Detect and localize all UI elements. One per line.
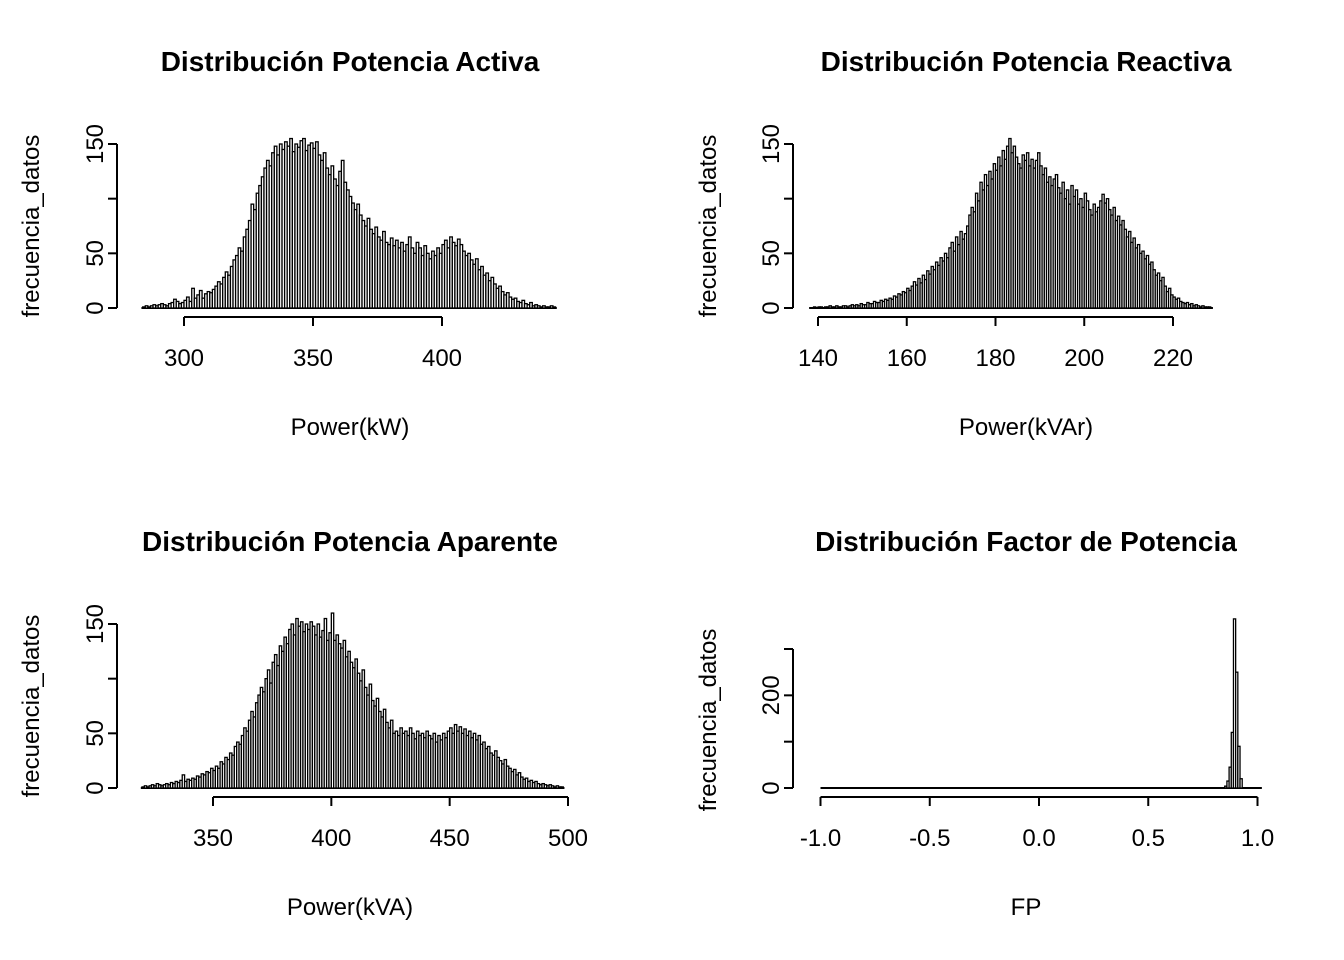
x-tick-label: 0.5 (1132, 825, 1165, 852)
y-tick-label: 0 (82, 301, 109, 314)
x-axis-label: FP (1010, 894, 1042, 921)
x-tick-label: 160 (887, 345, 927, 372)
y-tick-label: 0 (758, 781, 785, 794)
y-tick-label: 50 (82, 240, 109, 267)
histogram-plot-reactiva: 0 50 150 140 160 180 200 220 (758, 124, 1213, 372)
histogram-bar (1207, 306, 1212, 309)
x-tick-label: 500 (548, 825, 588, 852)
y-axis-label: frecuencia_datos (18, 614, 45, 798)
chart-title: Distribución Potencia Reactiva (820, 46, 1232, 77)
histogram-plot-aparente: 0 50 150 350 400 450 500 (82, 604, 588, 852)
histogram-bar (552, 306, 557, 309)
histogram-bar (1237, 745, 1241, 789)
y-axis-label: frecuencia_datos (18, 134, 45, 318)
histogram-bar (819, 306, 824, 309)
y-tick-label: 150 (758, 124, 785, 164)
panel-factor-de-potencia: 0 200 -1.0 -0.5 0.0 0.5 1.0 Distribución Facto… (672, 480, 1344, 960)
histogram-bar (560, 786, 564, 789)
x-tick-label: 140 (798, 345, 838, 372)
x-tick-label: 220 (1153, 345, 1193, 372)
chart-title: Distribución Potencia Activa (160, 46, 540, 77)
x-tick-label: 400 (311, 825, 351, 852)
x-tick-label: 180 (975, 345, 1015, 372)
x-axis-label: Power(kVAr) (958, 414, 1094, 441)
histogram-bar (1239, 778, 1243, 789)
x-tick-label: 450 (430, 825, 470, 852)
x-axis-label: Power(kW) (290, 414, 410, 441)
y-tick-label: 200 (758, 675, 785, 715)
y-tick-label: 50 (758, 240, 785, 267)
histogram-bar (1235, 671, 1239, 789)
y-axis-label: frecuencia_datos (695, 628, 722, 812)
histogram-plot-activa: 0 50 150 300 350 400 (82, 124, 557, 372)
y-tick-label: 0 (758, 301, 785, 314)
x-axis-label: Power(kVA) (286, 894, 414, 921)
y-tick-label: 150 (82, 124, 109, 164)
x-tick-label: -0.5 (909, 825, 950, 852)
x-tick-label: 200 (1064, 345, 1104, 372)
histogram-bar (812, 306, 817, 309)
y-tick-label: 50 (82, 720, 109, 747)
x-tick-label: -1.0 (800, 825, 841, 852)
x-tick-label: 0.0 (1022, 825, 1055, 852)
panel-potencia-aparente: 0 50 150 350 400 450 500 Distribución Potencia… (0, 480, 672, 960)
chart-title: Distribución Potencia Aparente (142, 526, 558, 557)
x-tick-label: 350 (193, 825, 233, 852)
x-tick-label: 350 (293, 345, 333, 372)
y-tick-label: 0 (82, 781, 109, 794)
x-tick-label: 400 (422, 345, 462, 372)
y-axis-label: frecuencia_datos (695, 134, 722, 318)
panel-potencia-reactiva: 0 50 150 140 160 180 200 220 Distribución Poten… (672, 0, 1344, 480)
y-tick-label: 150 (82, 604, 109, 644)
panel-potencia-activa: 0 50 150 300 350 400 Distribución Potencia Ac… (0, 0, 672, 480)
x-tick-label: 1.0 (1241, 825, 1274, 852)
histogram-plot-fp: 0 200 -1.0 -0.5 0.0 0.5 1.0 (758, 618, 1274, 852)
chart-title: Distribución Factor de Potencia (815, 526, 1237, 557)
x-tick-label: 300 (164, 345, 204, 372)
